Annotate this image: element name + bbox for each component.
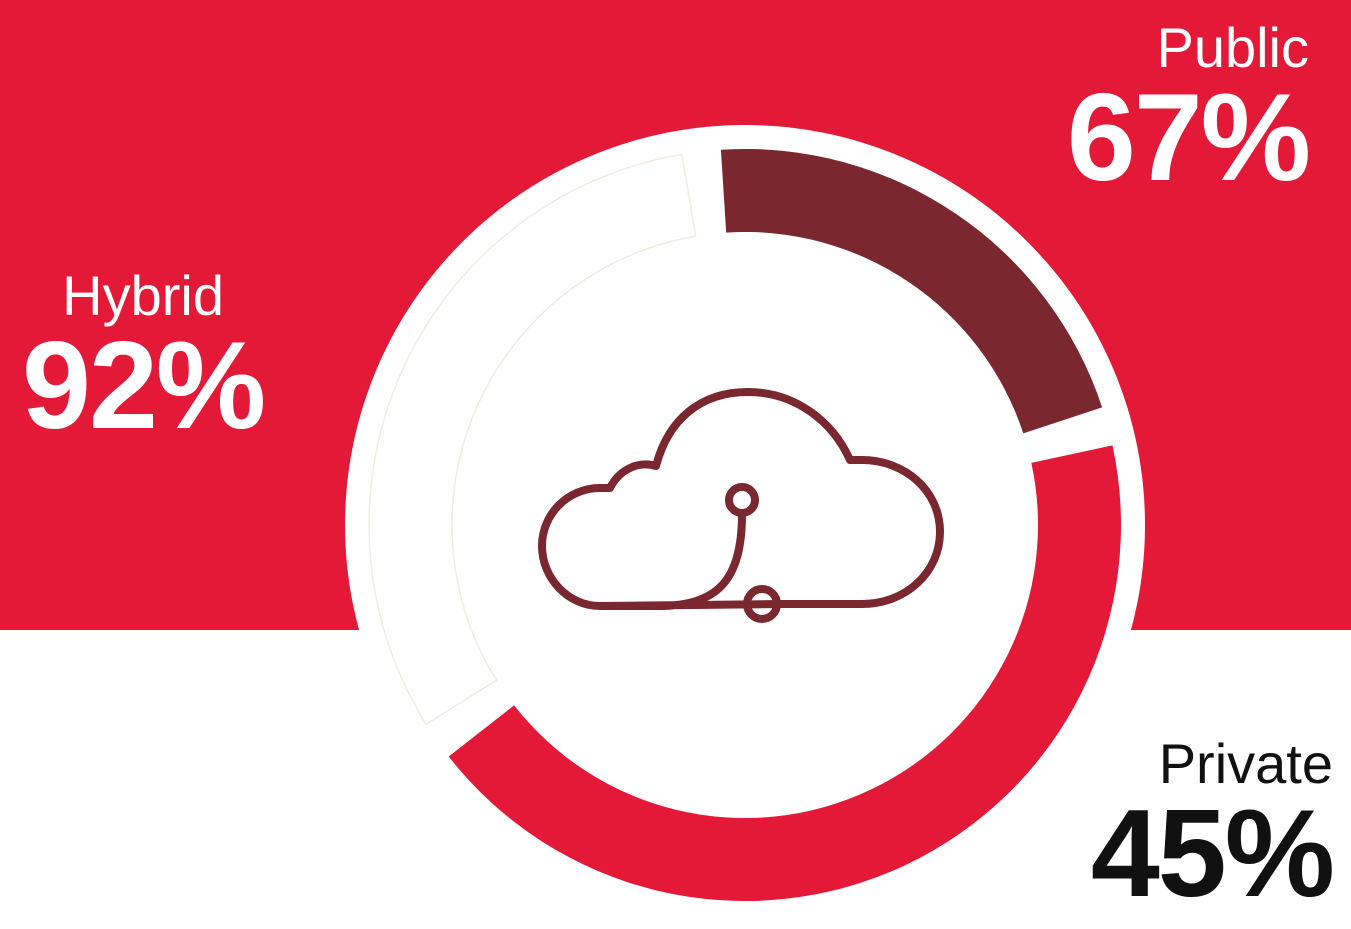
hybrid-label: Hybrid 92% [22, 264, 266, 455]
segment-hybrid [448, 445, 1121, 902]
segment-public [368, 153, 697, 726]
public-label: Public 67% [1066, 16, 1311, 207]
private-value: 45% [1090, 785, 1335, 923]
private-name: Private [1158, 732, 1333, 795]
hybrid-value: 92% [22, 317, 266, 455]
cloud-network-icon [538, 388, 944, 623]
segment-private [720, 148, 1103, 434]
public-name: Public [1156, 16, 1309, 79]
public-value: 67% [1066, 69, 1311, 207]
hybrid-name: Hybrid [62, 264, 224, 327]
private-label: Private 45% [1090, 732, 1335, 923]
